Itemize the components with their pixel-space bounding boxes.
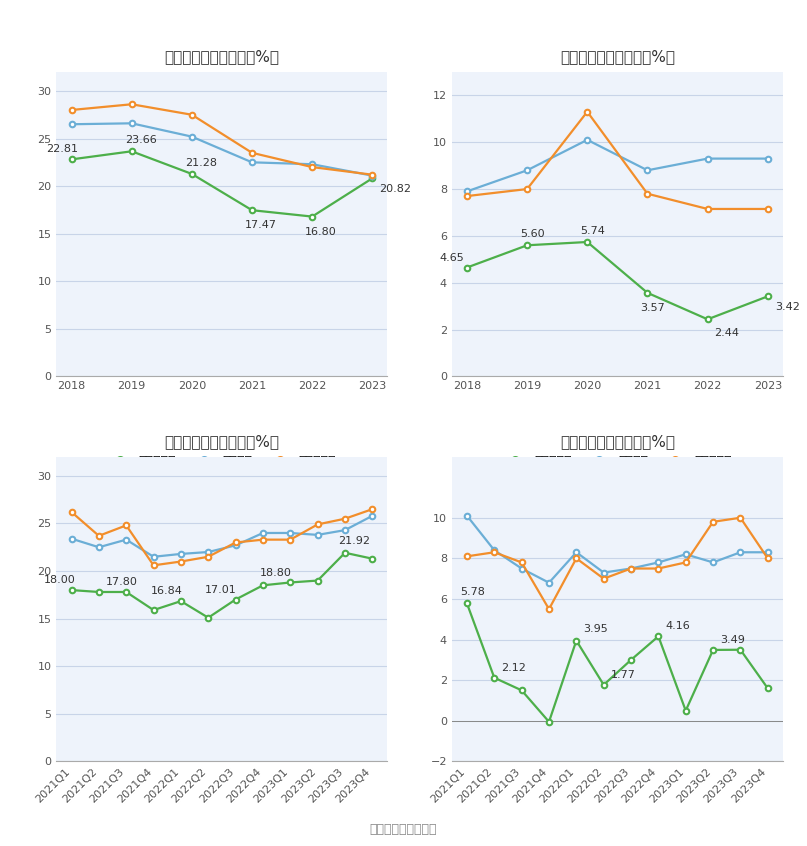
Text: 18.80: 18.80 <box>260 568 291 578</box>
Text: 17.47: 17.47 <box>245 220 277 230</box>
Text: 22.81: 22.81 <box>47 145 78 155</box>
Text: 数据来源：恒生聚源: 数据来源：恒生聚源 <box>370 823 437 837</box>
Text: 5.74: 5.74 <box>580 226 605 236</box>
Text: 18.00: 18.00 <box>44 575 76 585</box>
Text: 5.78: 5.78 <box>460 587 485 597</box>
Text: 21.28: 21.28 <box>185 157 217 168</box>
Title: 历年毛利率变化情况（%）: 历年毛利率变化情况（%） <box>165 49 279 63</box>
Text: 2.44: 2.44 <box>714 328 739 338</box>
Text: 17.01: 17.01 <box>205 585 236 595</box>
Text: 21.92: 21.92 <box>338 536 370 547</box>
Text: 17.80: 17.80 <box>106 577 138 587</box>
Text: 2.12: 2.12 <box>501 662 526 673</box>
Text: 16.80: 16.80 <box>305 227 337 237</box>
Title: 历年净利率变化情况（%）: 历年净利率变化情况（%） <box>560 49 675 63</box>
Title: 季度毛利率变化情况（%）: 季度毛利率变化情况（%） <box>165 434 279 448</box>
Text: 3.57: 3.57 <box>641 303 665 313</box>
Text: 3.95: 3.95 <box>583 624 608 634</box>
Text: 20.82: 20.82 <box>379 184 412 195</box>
Text: 3.49: 3.49 <box>720 635 745 645</box>
Text: 3.42: 3.42 <box>775 302 800 312</box>
Text: 1.77: 1.77 <box>611 670 635 680</box>
Text: 5.60: 5.60 <box>521 229 545 239</box>
Legend: 公司毛利率, 行业均值, 行业中位数: 公司毛利率, 行业均值, 行业中位数 <box>102 450 341 473</box>
Text: 4.16: 4.16 <box>665 621 690 631</box>
Text: 4.65: 4.65 <box>439 253 464 262</box>
Text: 16.84: 16.84 <box>150 586 182 596</box>
Legend: 公司净利率, 行业均值, 行业中位数: 公司净利率, 行业均值, 行业中位数 <box>498 450 737 473</box>
Text: 23.66: 23.66 <box>125 135 157 145</box>
Title: 季度净利率变化情况（%）: 季度净利率变化情况（%） <box>560 434 675 448</box>
